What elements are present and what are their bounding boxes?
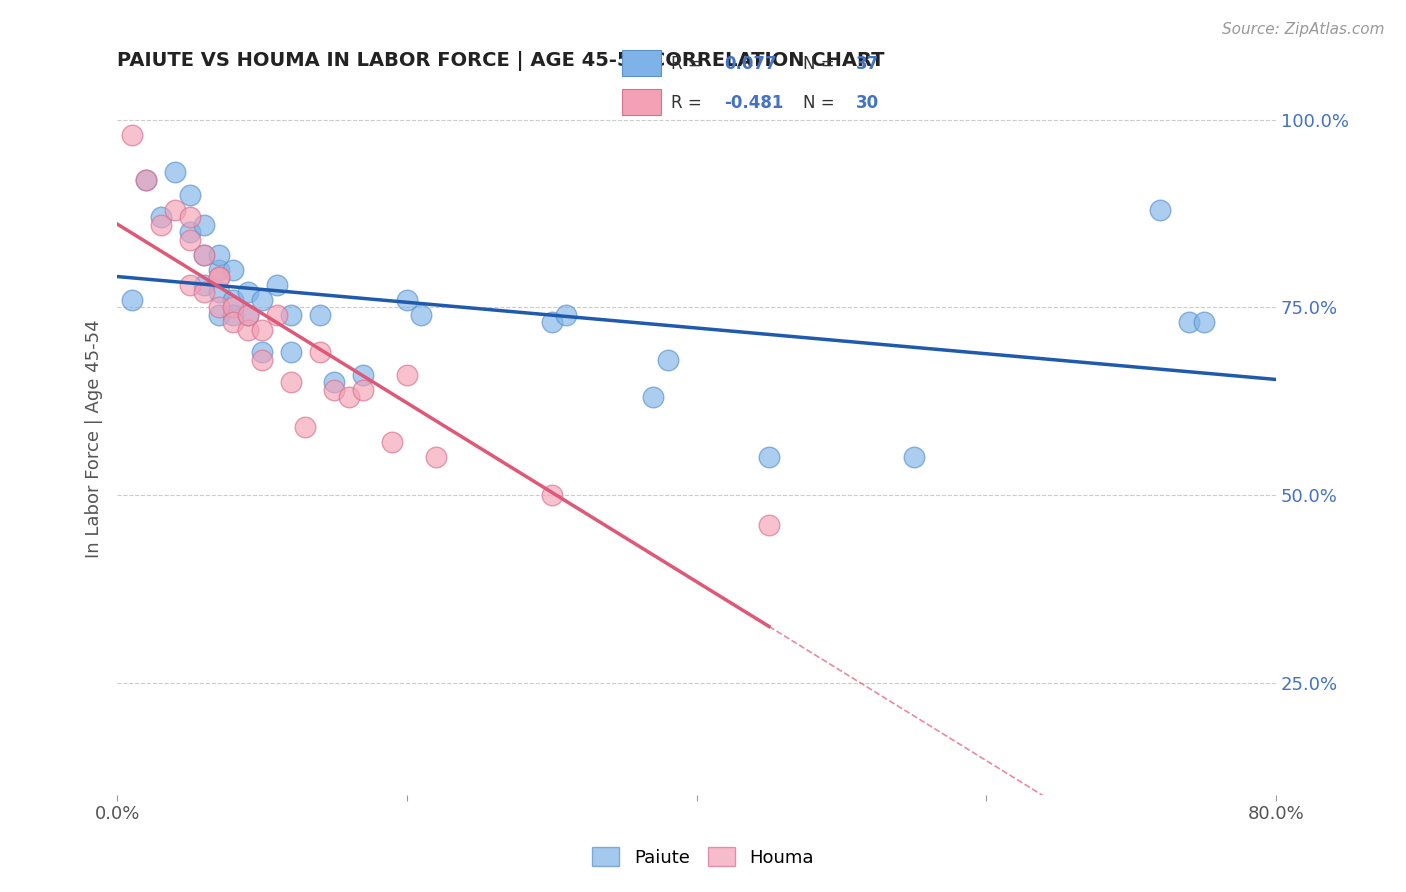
Point [135, 173, 157, 187]
Point [236, 308, 259, 322]
Point [540, 315, 562, 329]
Point [381, 435, 404, 450]
Point [179, 211, 201, 225]
Point [266, 277, 288, 292]
Point [1178, 315, 1201, 329]
Y-axis label: In Labor Force | Age 45-54: In Labor Force | Age 45-54 [86, 319, 103, 558]
Point [309, 308, 332, 322]
Point [222, 263, 245, 277]
Point [193, 218, 215, 232]
Point [250, 323, 273, 337]
Point [250, 345, 273, 359]
Point [758, 518, 780, 533]
Point [193, 277, 215, 292]
Point [309, 345, 332, 359]
Point [337, 391, 360, 405]
Point [903, 450, 925, 465]
Point [1192, 315, 1215, 329]
Point [395, 293, 418, 307]
Point [179, 187, 201, 202]
Point [207, 263, 229, 277]
Point [193, 285, 215, 300]
Point [236, 323, 259, 337]
Point [1149, 202, 1171, 217]
Point [280, 345, 302, 359]
Point [207, 270, 229, 285]
Point [540, 488, 562, 502]
Point [236, 308, 259, 322]
Text: Source: ZipAtlas.com: Source: ZipAtlas.com [1222, 22, 1385, 37]
Point [323, 383, 346, 397]
Text: 37: 37 [856, 55, 879, 73]
Point [179, 233, 201, 247]
Point [352, 368, 374, 382]
Point [250, 293, 273, 307]
Point [266, 308, 288, 322]
Point [222, 315, 245, 329]
Text: 30: 30 [856, 94, 879, 112]
Point [165, 165, 187, 179]
Text: N =: N = [803, 94, 841, 112]
Point [555, 308, 578, 322]
Point [250, 353, 273, 368]
Legend: Paiute, Houma: Paiute, Houma [585, 840, 821, 874]
Point [657, 353, 679, 368]
Point [193, 248, 215, 262]
Point [643, 391, 665, 405]
Point [207, 308, 229, 322]
Point [207, 248, 229, 262]
Point [179, 277, 201, 292]
Point [236, 285, 259, 300]
Point [352, 383, 374, 397]
FancyBboxPatch shape [621, 89, 661, 115]
Point [193, 248, 215, 262]
Text: R =: R = [671, 94, 707, 112]
Point [179, 226, 201, 240]
Point [207, 270, 229, 285]
Point [758, 450, 780, 465]
Point [411, 308, 433, 322]
Text: N =: N = [803, 55, 841, 73]
Point [222, 308, 245, 322]
Point [135, 173, 157, 187]
Point [222, 301, 245, 315]
Point [425, 450, 447, 465]
Point [280, 376, 302, 390]
Text: R =: R = [671, 55, 707, 73]
Point [165, 202, 187, 217]
Point [207, 285, 229, 300]
Point [149, 211, 172, 225]
Point [222, 293, 245, 307]
Point [207, 301, 229, 315]
Text: -0.481: -0.481 [724, 94, 783, 112]
Point [121, 128, 143, 142]
Point [280, 308, 302, 322]
Point [323, 376, 346, 390]
Point [149, 218, 172, 232]
Text: 0.077: 0.077 [724, 55, 776, 73]
Text: PAIUTE VS HOUMA IN LABOR FORCE | AGE 45-54 CORRELATION CHART: PAIUTE VS HOUMA IN LABOR FORCE | AGE 45-… [117, 51, 884, 70]
Point [294, 420, 316, 434]
Point [121, 293, 143, 307]
Point [395, 368, 418, 382]
FancyBboxPatch shape [621, 50, 661, 76]
